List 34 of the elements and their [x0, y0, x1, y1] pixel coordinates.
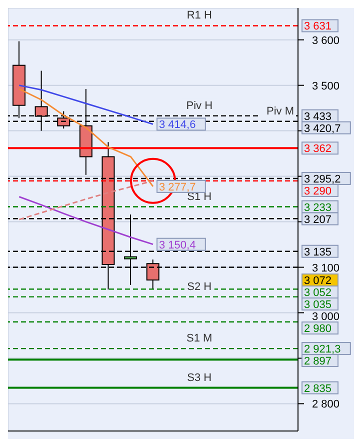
line-series — [18, 88, 154, 188]
y-tick-label: 3 100 — [312, 262, 340, 274]
line-series — [18, 84, 154, 125]
ref-line-label: 3 290 — [304, 185, 332, 198]
y-tick-label: 3 600 — [312, 34, 340, 47]
y-tick-label: 3 000 — [312, 310, 340, 323]
annotation: Piv H — [186, 100, 213, 112]
annotation: S1 H — [187, 190, 212, 203]
ref-line-label: 2 921,3 — [304, 344, 341, 356]
y-tick-label: 2 800 — [312, 398, 340, 411]
text: 3 072 — [304, 274, 332, 287]
ref-line-label: 3 362 — [304, 143, 332, 156]
annotation: S1 M — [186, 332, 212, 345]
ref-line-label: 2 980 — [304, 322, 332, 335]
ref-line-label: 3 631 — [304, 20, 332, 33]
data-label: 3 414,6 — [159, 119, 196, 132]
annotation: S2 H — [187, 280, 212, 293]
ref-line-label: 3 433 — [304, 110, 332, 123]
ref-line-label: 2 835 — [304, 382, 332, 395]
ref-line-label: 3 135 — [304, 246, 332, 258]
annotation: S3 H — [187, 372, 212, 384]
ref-line-label: 2 897 — [304, 356, 332, 368]
data-label: 3 150,4 — [159, 239, 196, 252]
annotation: R1 H — [186, 10, 212, 22]
ref-line-label: 3 207 — [304, 214, 332, 226]
y-tick-label: 3 500 — [312, 80, 340, 92]
ref-line-label: 3 052 — [304, 286, 332, 299]
ref-line-label: 3 420,7 — [304, 122, 341, 135]
data-label: 3 277,7 — [159, 181, 196, 194]
ref-line-label: 3 295,2 — [304, 173, 341, 186]
annotation: Piv M — [266, 105, 294, 118]
ref-line-label: 3 233 — [304, 202, 332, 214]
ref-line-label: 3 035 — [304, 298, 332, 311]
line-series — [18, 196, 154, 246]
